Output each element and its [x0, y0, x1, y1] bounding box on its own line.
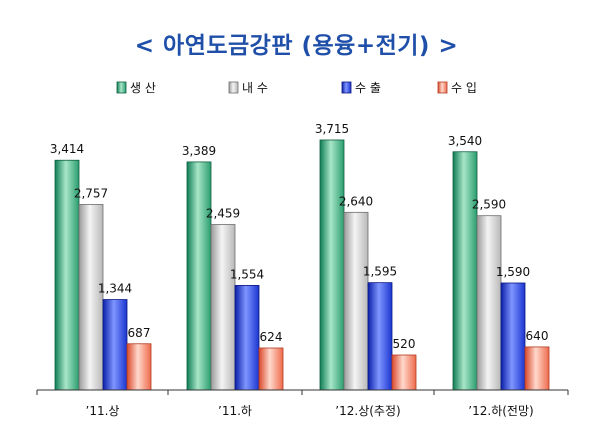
bar-2-4: [476, 215, 502, 391]
value-label-2-2: 2,459: [206, 207, 240, 221]
x-tick-label-2: ’11.하: [218, 404, 252, 418]
value-label-1-3: 3,715: [315, 122, 349, 136]
value-label-1-4: 3,540: [448, 134, 482, 148]
x-tick-label-4: ’12.하(전망): [468, 404, 533, 418]
bar-4-1: [126, 343, 152, 391]
bar-1-4: [452, 151, 478, 391]
bar-3-3: [367, 282, 393, 391]
value-label-3-3: 1,595: [363, 265, 397, 279]
bar-1-1: [54, 159, 80, 391]
bar-2-2: [210, 224, 236, 391]
value-label-1-1: 3,414: [50, 142, 84, 156]
bar-4-4: [524, 346, 550, 391]
bar-1-2: [186, 161, 212, 391]
value-label-2-3: 2,640: [339, 194, 373, 208]
bar-3-4: [500, 282, 526, 391]
value-label-2-4: 2,590: [472, 198, 506, 212]
bar-4-3: [391, 354, 417, 391]
value-label-4-3: 520: [393, 337, 416, 351]
legend-label-2: 내 수: [242, 81, 268, 95]
value-label-1-2: 3,389: [182, 144, 216, 158]
legend-label-4: 수 입: [451, 81, 477, 95]
value-label-3-2: 1,554: [230, 267, 264, 281]
x-tick-label-3: ’12.상(추정): [335, 404, 400, 418]
bar-3-1: [102, 299, 128, 391]
value-label-3-1: 1,344: [98, 282, 132, 296]
bar-4-2: [258, 347, 284, 391]
x-axis: ’11.상 ’11.하 ’12.상(추정) ’12.하(전망): [36, 389, 569, 418]
value-label-4-1: 687: [128, 326, 151, 340]
legend-label-1: 생 산: [130, 81, 156, 95]
bar-2-1: [78, 204, 104, 391]
value-label-4-4: 640: [526, 329, 549, 343]
legend-label-3: 수 출: [355, 81, 381, 95]
chart-title: < 아연도금강판 (용융+전기) >: [134, 33, 459, 59]
bars-group: 3,414 2,757 1,344 687 3,389 2,459 1,554 624 3,71…: [50, 122, 550, 391]
value-label-3-4: 1,590: [496, 265, 530, 279]
bar-3-2: [234, 285, 260, 391]
bar-1-3: [319, 139, 345, 391]
x-tick-label-1: ’11.상: [86, 404, 120, 418]
bar-2-3: [343, 211, 369, 391]
value-label-4-2: 624: [260, 330, 283, 344]
value-label-2-1: 2,757: [74, 186, 108, 200]
